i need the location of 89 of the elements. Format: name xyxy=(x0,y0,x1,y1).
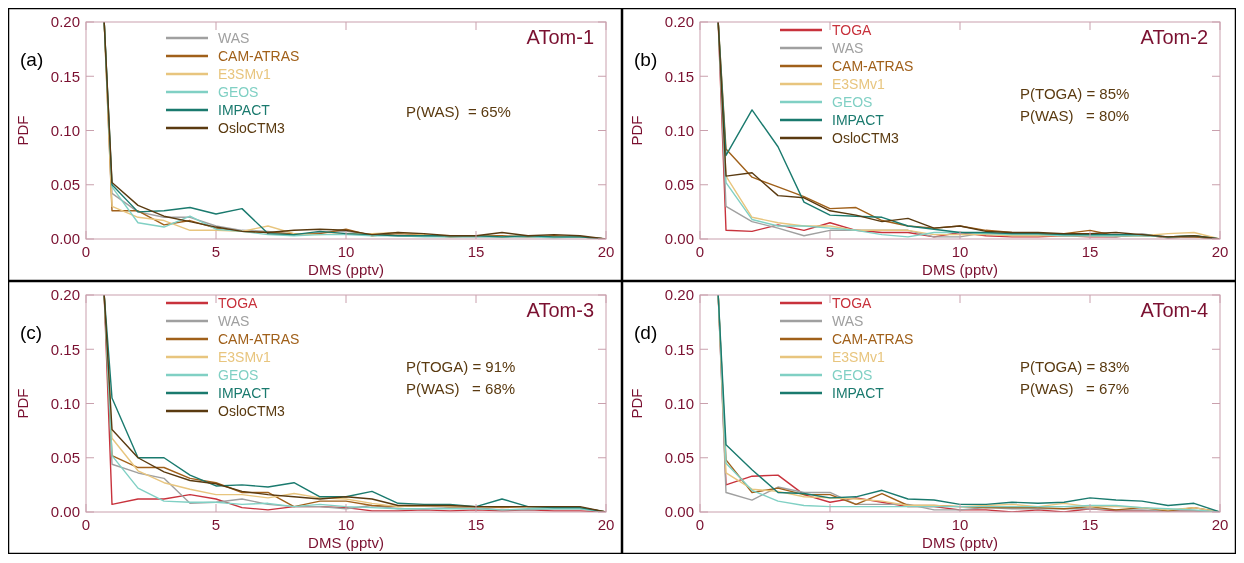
legend-label: WAS xyxy=(832,312,864,329)
y-tick-label: 0.15 xyxy=(50,67,80,85)
x-tick-label: 10 xyxy=(337,243,355,260)
x-tick-label: 10 xyxy=(337,516,355,533)
legend-label: IMPACT xyxy=(218,384,271,401)
legend-label: GEOS xyxy=(218,83,259,100)
legend-label: CAM-ATRAS xyxy=(218,330,300,347)
x-tick-label: 20 xyxy=(1211,243,1229,260)
x-axis-title: DMS (pptv) xyxy=(922,261,998,278)
text: (a) xyxy=(20,49,44,70)
annotation: P(TOGA) = 83% xyxy=(1020,358,1130,375)
y-tick-label: 0.10 xyxy=(664,394,694,412)
y-tick-label: 0.00 xyxy=(50,503,80,521)
y-tick-label: 0.10 xyxy=(50,121,80,139)
annotation: P(WAS) = 80% xyxy=(1020,107,1130,124)
x-tick-label: 5 xyxy=(825,516,835,533)
legend-label: GEOS xyxy=(832,366,873,383)
legend-label: WAS xyxy=(218,312,250,329)
x-tick-label: 0 xyxy=(695,516,705,533)
x-tick-label: 5 xyxy=(211,243,221,260)
text: (b) xyxy=(634,49,658,70)
legend-label: E3SMv1 xyxy=(832,75,886,92)
legend-label: E3SMv1 xyxy=(832,348,886,365)
legend-label: E3SMv1 xyxy=(218,348,272,365)
y-tick-label: 0.10 xyxy=(50,394,80,412)
legend-label: OsloCTM3 xyxy=(218,402,286,419)
y-tick-label: 0.15 xyxy=(664,340,694,358)
legend-label: IMPACT xyxy=(832,384,885,401)
legend-label: GEOS xyxy=(832,93,873,110)
x-tick-label: 15 xyxy=(467,516,485,533)
y-axis-title: PDF xyxy=(628,388,645,419)
text: TOGA xyxy=(832,294,873,311)
x-tick-label: 15 xyxy=(1081,516,1099,533)
x-tick-label: 5 xyxy=(825,243,835,260)
legend-label: IMPACT xyxy=(832,111,885,128)
x-tick-label: 10 xyxy=(951,516,969,533)
y-tick-label: 0.00 xyxy=(50,230,80,248)
x-tick-label: 20 xyxy=(1211,516,1229,533)
legend-label: CAM-ATRAS xyxy=(832,330,914,347)
legend-label: OsloCTM3 xyxy=(832,129,900,146)
chart-title: ATom-1 xyxy=(526,26,594,48)
y-tick-label: 0.05 xyxy=(50,176,80,193)
x-tick-label: 0 xyxy=(81,243,91,260)
y-tick-label: 0.15 xyxy=(50,340,80,358)
y-tick-label: 0.20 xyxy=(50,13,80,31)
legend-label: OsloCTM3 xyxy=(218,119,286,136)
text: TOGA xyxy=(832,21,873,38)
chart-title: ATom-2 xyxy=(1140,26,1208,48)
x-axis-title: DMS (pptv) xyxy=(922,534,998,551)
y-axis-title: PDF xyxy=(14,115,31,146)
y-tick-label: 0.20 xyxy=(664,286,694,304)
text: (c) xyxy=(20,322,43,343)
legend-label: E3SMv1 xyxy=(218,65,272,82)
legend-label: WAS xyxy=(218,29,250,46)
y-tick-label: 0.05 xyxy=(664,176,694,193)
x-tick-label: 20 xyxy=(597,243,615,260)
y-tick-label: 0.20 xyxy=(664,13,694,31)
legend-label: WAS xyxy=(832,39,864,56)
x-tick-label: 10 xyxy=(951,243,969,260)
x-tick-label: 0 xyxy=(81,516,91,533)
text: TOGA xyxy=(218,294,259,311)
y-tick-label: 0.00 xyxy=(664,230,694,248)
annotation: P(WAS) = 68% xyxy=(406,380,516,397)
annotation: P(WAS) = 65% xyxy=(406,103,511,120)
y-tick-label: 0.20 xyxy=(50,286,80,304)
x-tick-label: 0 xyxy=(695,243,705,260)
x-tick-label: 15 xyxy=(1081,243,1099,260)
annotation: P(TOGA) = 85% xyxy=(1020,85,1130,102)
y-tick-label: 0.10 xyxy=(664,121,694,139)
y-axis-title: PDF xyxy=(628,115,645,146)
legend-label: CAM-ATRAS xyxy=(832,57,914,74)
chart-title: ATom-3 xyxy=(526,299,594,321)
legend-label: CAM-ATRAS xyxy=(218,47,300,64)
x-tick-label: 15 xyxy=(467,243,485,260)
text: (d) xyxy=(634,322,658,343)
annotation: P(TOGA) = 91% xyxy=(406,358,516,375)
y-tick-label: 0.15 xyxy=(664,67,694,85)
chart-title: ATom-4 xyxy=(1140,299,1208,321)
legend-label: IMPACT xyxy=(218,101,271,118)
x-tick-label: 20 xyxy=(597,516,615,533)
y-axis-title: PDF xyxy=(14,388,31,419)
y-tick-label: 0.05 xyxy=(50,449,80,466)
x-tick-label: 5 xyxy=(211,516,221,533)
legend-label: GEOS xyxy=(218,366,259,383)
x-axis-title: DMS (pptv) xyxy=(308,534,384,551)
y-tick-label: 0.05 xyxy=(664,449,694,466)
y-tick-label: 0.00 xyxy=(664,503,694,521)
x-axis-title: DMS (pptv) xyxy=(308,261,384,278)
annotation: P(WAS) = 67% xyxy=(1020,380,1130,397)
